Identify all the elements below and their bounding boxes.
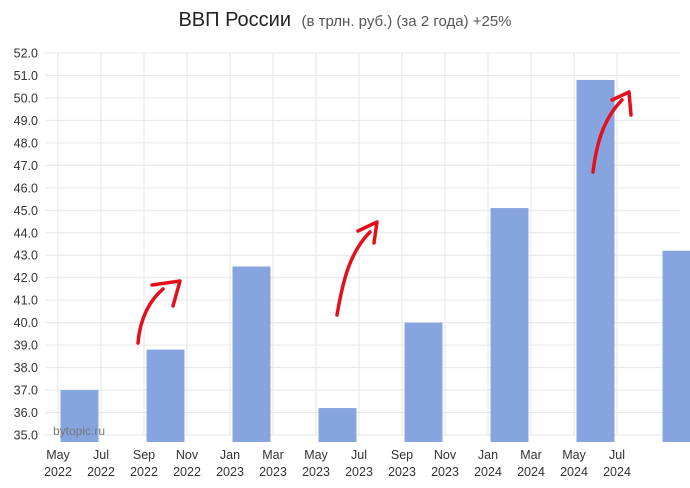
y-tick-label: 52.0	[14, 47, 38, 61]
bar	[60, 390, 99, 442]
x-tick-year: 2022	[173, 465, 201, 479]
y-tick-label: 44.0	[14, 226, 38, 240]
x-tick-month: Jul	[609, 448, 625, 462]
x-tick-month: May	[304, 448, 328, 462]
bar	[490, 208, 529, 442]
bars	[60, 79, 690, 442]
x-tick-year: 2024	[474, 465, 502, 479]
chart-title: ВВП России	[178, 9, 291, 31]
x-tick-year: 2022	[44, 465, 72, 479]
x-tick-month: Jan	[220, 448, 240, 462]
x-tick-month: Nov	[176, 448, 199, 462]
chart-title-line: ВВП России (в трлн. руб.) (за 2 года) +2…	[178, 9, 511, 31]
x-tick-year: 2022	[87, 465, 115, 479]
x-tick-year: 2024	[603, 465, 631, 479]
x-tick-year: 2023	[431, 465, 459, 479]
y-axis: 35.0 36.0 37.0 38.0 39.0 40.0 41.0 42.0 43.0 44.0…	[14, 47, 38, 443]
x-tick-year: 2023	[345, 465, 373, 479]
x-tick-month: Sep	[391, 448, 413, 462]
x-tick-month: Sep	[133, 448, 155, 462]
y-tick-label: 47.0	[14, 159, 38, 173]
y-tick-label: 50.0	[14, 91, 38, 105]
bar	[318, 408, 357, 442]
growth-arrow-3	[591, 98, 624, 174]
x-tick-year: 2024	[560, 465, 588, 479]
y-tick-label: 37.0	[14, 384, 38, 398]
y-tick-label: 43.0	[14, 249, 38, 263]
gridlines	[45, 52, 680, 436]
y-tick-label: 51.0	[14, 69, 38, 83]
x-tick-month: Jan	[478, 448, 498, 462]
x-tick-year: 2023	[302, 465, 330, 479]
bar	[146, 349, 185, 442]
bar	[232, 266, 271, 442]
y-tick-label: 48.0	[14, 136, 38, 150]
x-tick-year: 2022	[130, 465, 158, 479]
y-tick-label: 42.0	[14, 271, 38, 285]
y-tick-label: 41.0	[14, 294, 38, 308]
bar	[662, 250, 690, 442]
y-tick-label: 40.0	[14, 316, 38, 330]
x-tick-month: Mar	[520, 448, 542, 462]
x-tick-year: 2023	[388, 465, 416, 479]
x-tick-month: Mar	[262, 448, 284, 462]
x-tick-month: Jul	[351, 448, 367, 462]
watermark: bytopic.ru	[53, 424, 105, 438]
bar	[404, 322, 443, 442]
x-tick-month: May	[562, 448, 586, 462]
growth-arrow-3-head	[610, 90, 633, 117]
x-tick-year: 2023	[259, 465, 287, 479]
y-tick-label: 35.0	[14, 429, 38, 443]
x-tick-month: Nov	[434, 448, 457, 462]
growth-arrows	[136, 90, 633, 345]
x-tick-year: 2024	[517, 465, 545, 479]
x-axis: May 2022 Jul 2022 Sep 2022 Nov 2022 Jan 2023 Mar 20…	[44, 448, 631, 479]
y-tick-label: 46.0	[14, 181, 38, 195]
chart-subtitle: (в трлн. руб.) (за 2 года) +25%	[301, 13, 511, 30]
bar	[576, 79, 615, 442]
x-tick-year: 2023	[216, 465, 244, 479]
y-tick-label: 36.0	[14, 406, 38, 420]
x-tick-month: May	[46, 448, 70, 462]
y-tick-label: 38.0	[14, 361, 38, 375]
x-tick-month: Jul	[93, 448, 109, 462]
growth-arrow-2-head	[356, 220, 379, 245]
y-tick-label: 45.0	[14, 204, 38, 218]
growth-arrow-1-head	[150, 279, 182, 308]
growth-arrow-1	[136, 287, 165, 345]
y-tick-label: 49.0	[14, 114, 38, 128]
growth-arrow-2	[335, 230, 372, 317]
y-tick-label: 39.0	[14, 339, 38, 353]
